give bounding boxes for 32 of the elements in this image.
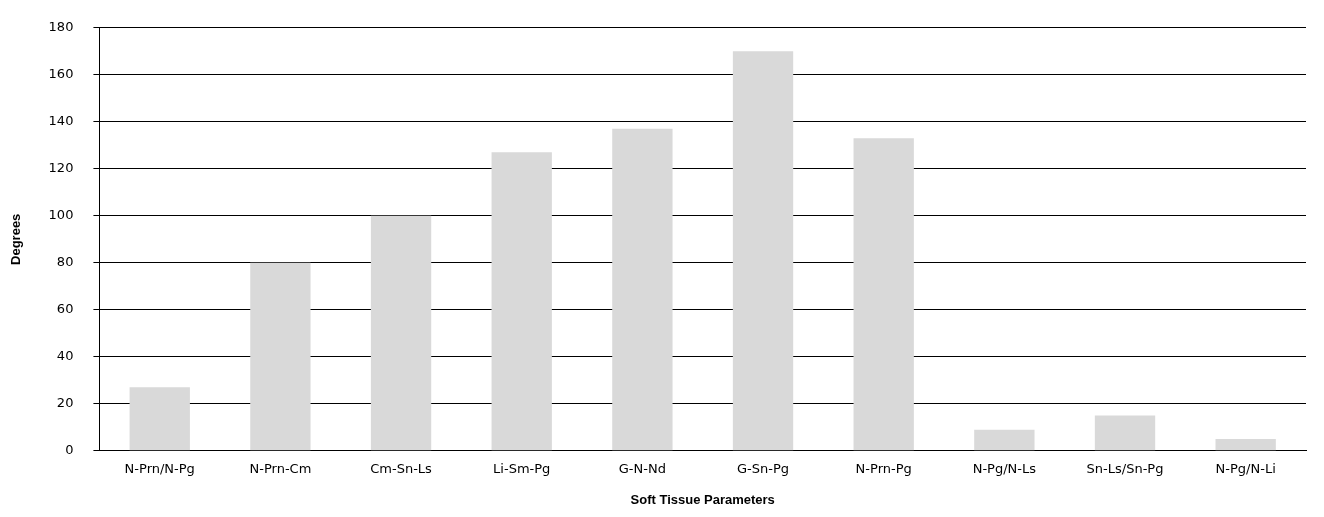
bar	[732, 51, 794, 451]
x-tick-label: G-N-Nd	[618, 460, 666, 476]
x-tick-label: N-Pg/N-Ls	[972, 460, 1037, 476]
bar	[974, 429, 1035, 451]
x-tick-label: Sn-Ls/Sn-Pg	[1086, 460, 1164, 476]
y-tick-label: 100	[48, 207, 74, 223]
y-tick-label: 60	[56, 301, 74, 317]
y-tick-label: 140	[48, 113, 74, 129]
x-tick-label: N-Prn/N-Pg	[124, 460, 195, 476]
x-tick-label: Cm-Sn-Ls	[370, 460, 433, 476]
y-tick-label: 120	[48, 160, 74, 176]
x-tick-label: N-Prn-Pg	[855, 460, 912, 476]
bar	[250, 262, 311, 451]
y-tick-label: 40	[56, 348, 74, 364]
x-tick-label: Li-Sm-Pg	[493, 460, 551, 476]
bar	[370, 215, 432, 451]
bar	[491, 152, 552, 451]
y-tick-label: 80	[56, 254, 74, 270]
x-axis-title: Soft Tissue Parameters	[630, 491, 775, 507]
bar	[1215, 439, 1276, 451]
x-tick-label: G-Sn-Pg	[737, 460, 790, 476]
x-tick-label: N-Prn-Cm	[249, 460, 312, 476]
y-axis-title: Degrees	[8, 213, 24, 265]
y-tick-label: 160	[48, 66, 74, 82]
bar	[612, 128, 673, 451]
y-tick-label: 20	[56, 395, 74, 411]
x-tick-label: N-Pg/N-Li	[1215, 460, 1276, 476]
bar	[853, 138, 914, 451]
bar	[129, 387, 190, 451]
bar	[1094, 415, 1156, 451]
y-tick-label: 0	[65, 442, 74, 458]
y-tick-label: 180	[48, 19, 74, 35]
